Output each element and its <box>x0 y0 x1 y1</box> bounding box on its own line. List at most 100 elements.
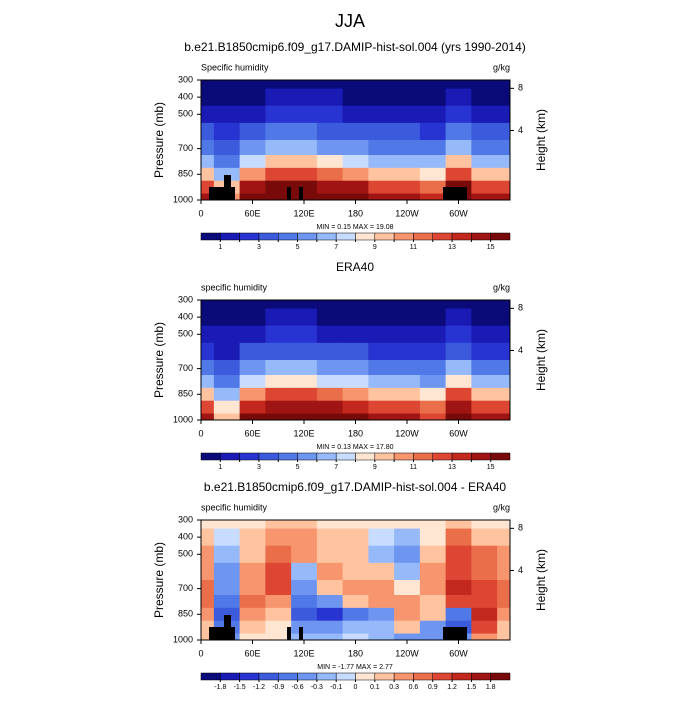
field-cell <box>291 400 318 415</box>
field-cell <box>213 155 241 169</box>
colorbar-box <box>432 452 453 461</box>
colorbar-label: 3 <box>257 244 261 251</box>
colorbar-box <box>490 452 511 461</box>
field-cell <box>201 140 215 156</box>
colorbar-label: -1.2 <box>253 684 265 691</box>
colorbar-label: -0.3 <box>311 684 323 691</box>
field-cell <box>265 620 292 635</box>
colorbar-label: 0 <box>354 684 358 691</box>
field-cell <box>394 308 421 327</box>
field-cell <box>471 105 498 124</box>
field-cell <box>265 193 292 201</box>
field-cell <box>471 88 498 107</box>
field-cell <box>213 387 241 402</box>
field-cell <box>201 167 215 182</box>
field-cell <box>497 607 511 622</box>
field-cell <box>419 375 447 389</box>
field-cell <box>265 528 292 547</box>
field-cell <box>201 193 215 201</box>
field-cell <box>239 580 266 596</box>
field-cell <box>213 562 241 581</box>
colorbar-label: 9 <box>373 464 377 471</box>
field-cell <box>239 413 266 421</box>
field-cell <box>445 375 472 389</box>
field-cell <box>201 595 215 609</box>
field-cell <box>368 387 395 402</box>
field-cell <box>265 180 292 195</box>
panel-title: ERA40 <box>336 260 374 274</box>
colorbar-box <box>220 452 240 461</box>
field-cell <box>419 387 447 402</box>
field-cell <box>471 180 498 195</box>
colorbar-label: 1.5 <box>467 684 477 691</box>
field-cell <box>394 633 421 641</box>
field-cell <box>368 80 395 90</box>
colorbar-box <box>490 232 511 241</box>
field-cell <box>316 122 344 141</box>
field-cell <box>316 308 344 327</box>
field-cell <box>471 528 498 547</box>
field-cell <box>445 80 472 90</box>
colorbar-label: 13 <box>448 464 456 471</box>
field-cell <box>419 308 447 327</box>
field-cell <box>445 342 472 361</box>
field-cell <box>342 105 369 124</box>
x-tick-label: 60E <box>244 428 260 438</box>
field-cell <box>291 105 318 124</box>
colorbar-label: 15 <box>487 464 495 471</box>
y2-axis-label: Height (km) <box>534 329 548 391</box>
field-cell <box>265 80 292 90</box>
y2-axis-label: Height (km) <box>534 549 548 611</box>
x-tick-label: 180 <box>348 208 363 218</box>
x-tick-label: 0 <box>198 648 203 658</box>
colorbar-box <box>413 452 433 461</box>
field-cell <box>394 155 421 169</box>
field-cell <box>342 140 369 156</box>
field-cell <box>394 528 421 547</box>
field-cell <box>342 528 369 547</box>
field-cell <box>265 360 292 376</box>
field-cell <box>471 375 498 389</box>
field-cell <box>445 562 472 581</box>
field-cell <box>342 620 369 635</box>
field-cell <box>394 342 421 361</box>
field-cell <box>419 105 447 124</box>
y-tick-label: 400 <box>178 92 193 102</box>
field-cell <box>316 545 344 564</box>
field-cell <box>239 300 266 310</box>
field-cell <box>368 562 395 581</box>
field-cell <box>265 520 292 530</box>
field-cell <box>342 80 369 90</box>
field-cell <box>291 545 318 564</box>
field-cell <box>445 167 472 182</box>
field-cell <box>471 520 498 530</box>
field-cell <box>201 528 215 547</box>
y2-axis-label: Height (km) <box>534 109 548 171</box>
field-cell <box>316 387 344 402</box>
field-cell <box>445 387 472 402</box>
field-cell <box>239 360 266 376</box>
field-cell <box>291 342 318 361</box>
field-cell <box>316 300 344 310</box>
colorbar-box <box>393 672 414 681</box>
field-cell <box>316 325 344 344</box>
field-cell <box>316 80 344 90</box>
field-cell <box>342 180 369 195</box>
y-tick-label: 300 <box>178 74 193 84</box>
y2-tick-label: 8 <box>518 303 523 313</box>
field-cell <box>316 400 344 415</box>
field-cell <box>201 387 215 402</box>
field-cell <box>368 595 395 609</box>
y-tick-label: 700 <box>178 143 193 153</box>
field-cell <box>419 140 447 156</box>
field-cell <box>213 122 241 141</box>
field-cell <box>419 633 447 641</box>
field-cell <box>445 607 472 622</box>
field-cell <box>291 520 318 530</box>
field-cell <box>497 620 511 635</box>
field-cell <box>265 375 292 389</box>
field-cell <box>316 167 344 182</box>
field-cell <box>201 325 215 344</box>
field-cell <box>201 105 215 124</box>
